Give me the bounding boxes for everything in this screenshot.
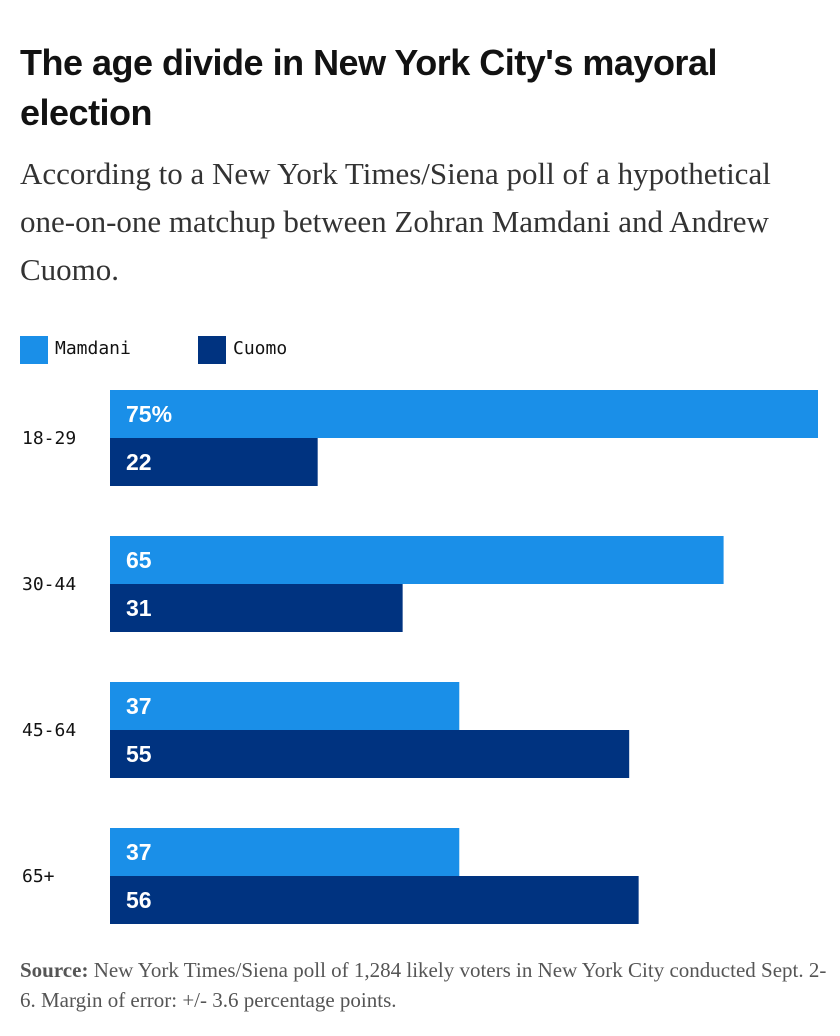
bar-cuomo bbox=[110, 584, 403, 632]
category-label: 30-44 bbox=[22, 574, 76, 595]
bar-value-label: 75% bbox=[126, 401, 172, 427]
chart-subtitle: According to a New York Times/Siena poll… bbox=[20, 156, 771, 287]
source-text: New York Times/Siena poll of 1,284 likel… bbox=[20, 958, 827, 1012]
source-label: Source: bbox=[20, 958, 89, 982]
legend-label-cuomo: Cuomo bbox=[233, 338, 288, 359]
legend-swatch-cuomo bbox=[198, 336, 226, 364]
bar-value-label: 56 bbox=[126, 887, 152, 913]
bar-mamdani bbox=[110, 828, 460, 876]
bar-value-label: 22 bbox=[126, 449, 152, 475]
bar-mamdani bbox=[110, 536, 724, 584]
category-label: 18-29 bbox=[22, 428, 76, 449]
chart-title: The age divide in New York City's mayora… bbox=[20, 42, 717, 133]
legend-swatch-mamdani bbox=[20, 336, 48, 364]
bar-value-label: 37 bbox=[126, 839, 152, 865]
bar-cuomo bbox=[110, 730, 630, 778]
bar-value-label: 55 bbox=[126, 741, 152, 767]
bar-value-label: 37 bbox=[126, 693, 152, 719]
bar-mamdani bbox=[110, 682, 460, 730]
source-note: Source: New York Times/Siena poll of 1,2… bbox=[20, 955, 830, 1015]
category-label: 45-64 bbox=[22, 720, 76, 741]
bar-mamdani bbox=[110, 390, 818, 438]
bar-value-label: 31 bbox=[126, 595, 152, 621]
bar-value-label: 65 bbox=[126, 547, 152, 573]
legend-label-mamdani: Mamdani bbox=[55, 338, 131, 359]
bar-cuomo bbox=[110, 438, 318, 486]
bar-chart: 18-29 75% 22 30-44 65 31 45-64 37 55 65+ 37 56 bbox=[22, 390, 818, 924]
category-label: 65+ bbox=[22, 866, 55, 887]
bar-cuomo bbox=[110, 876, 639, 924]
